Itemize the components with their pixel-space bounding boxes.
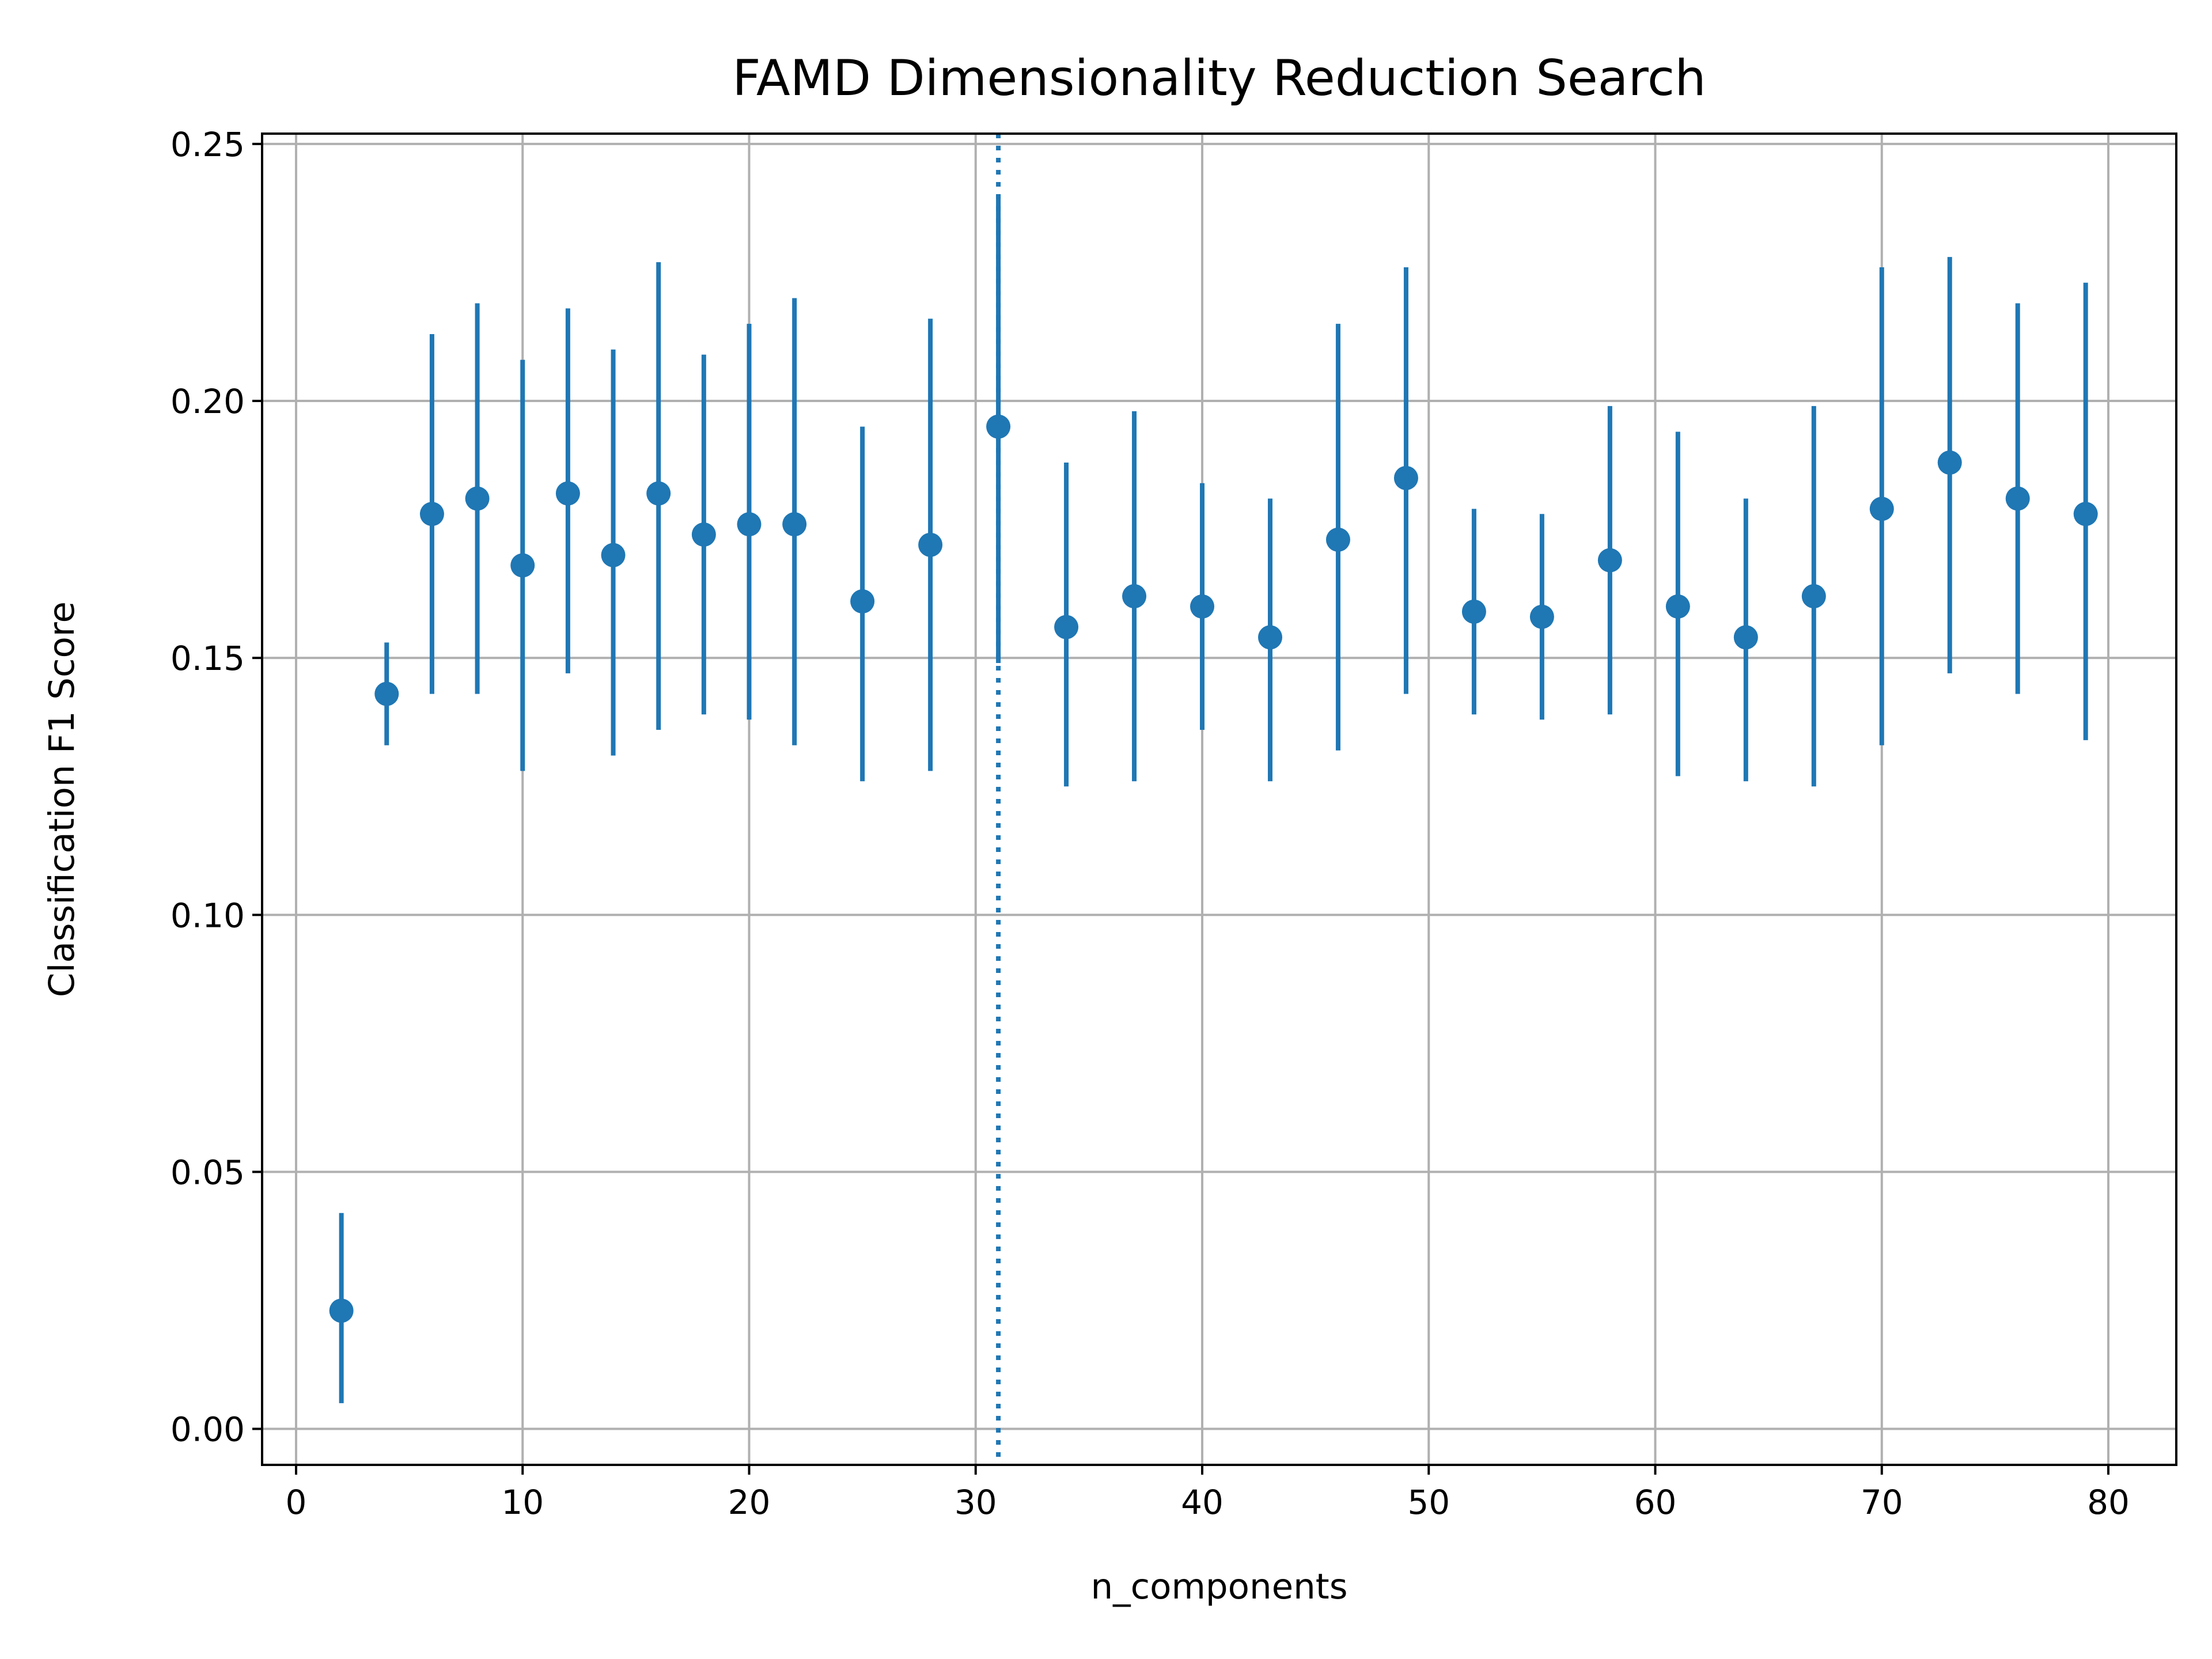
data-point bbox=[329, 1298, 354, 1323]
x-tick-label: 50 bbox=[1407, 1483, 1450, 1522]
data-point bbox=[1529, 604, 1554, 629]
data-point bbox=[1461, 599, 1486, 624]
data-point bbox=[2005, 486, 2030, 511]
data-point bbox=[1665, 594, 1690, 619]
y-tick-label: 0.05 bbox=[171, 1153, 245, 1192]
y-tick-label: 0.00 bbox=[171, 1410, 245, 1449]
data-point bbox=[1190, 594, 1215, 619]
x-axis-label: n_components bbox=[1090, 1566, 1347, 1607]
data-point bbox=[850, 589, 875, 613]
data-point bbox=[918, 532, 943, 557]
data-point bbox=[1393, 465, 1418, 490]
data-point bbox=[1122, 584, 1147, 609]
x-tick-label: 60 bbox=[1634, 1483, 1677, 1522]
data-point bbox=[1054, 615, 1079, 639]
x-tick-label: 80 bbox=[2087, 1483, 2130, 1522]
errorbars bbox=[339, 195, 2088, 1403]
data-point bbox=[601, 543, 626, 567]
y-tick-label: 0.25 bbox=[171, 125, 245, 164]
x-tick-label: 0 bbox=[286, 1483, 307, 1522]
x-tick-label: 30 bbox=[955, 1483, 997, 1522]
data-points bbox=[329, 414, 2098, 1323]
y-axis-label: Classification F1 Score bbox=[41, 601, 82, 997]
chart-title: FAMD Dimensionality Reduction Search bbox=[732, 50, 1706, 107]
data-point bbox=[646, 481, 671, 506]
x-tick-label: 10 bbox=[501, 1483, 544, 1522]
ticks: 0 10 20 30 40 50 60 70 80 0.00 0.05 0.10 0.15 0.20 0.2… bbox=[171, 125, 2130, 1522]
grid bbox=[262, 134, 2176, 1465]
plot-frame bbox=[261, 132, 2177, 1466]
x-tick-label: 20 bbox=[728, 1483, 771, 1522]
data-point bbox=[1325, 527, 1350, 552]
data-point bbox=[465, 486, 490, 511]
y-tick-label: 0.15 bbox=[171, 639, 245, 678]
data-point bbox=[374, 681, 399, 706]
data-point bbox=[1869, 497, 1894, 521]
data-point bbox=[1733, 625, 1758, 650]
data-point bbox=[782, 512, 807, 537]
y-tick-label: 0.10 bbox=[171, 896, 245, 935]
data-point bbox=[1257, 625, 1282, 650]
y-tick-label: 0.20 bbox=[171, 382, 245, 421]
data-point bbox=[737, 512, 762, 537]
data-point bbox=[1937, 450, 1962, 475]
data-point bbox=[986, 414, 1011, 439]
x-tick-label: 40 bbox=[1181, 1483, 1224, 1522]
data-point bbox=[691, 522, 716, 547]
x-tick-label: 70 bbox=[1861, 1483, 1903, 1522]
data-point bbox=[510, 553, 535, 578]
data-point bbox=[1801, 584, 1826, 609]
data-point bbox=[555, 481, 580, 506]
data-point bbox=[2073, 502, 2098, 527]
data-point bbox=[1597, 548, 1622, 573]
data-point bbox=[419, 502, 444, 527]
